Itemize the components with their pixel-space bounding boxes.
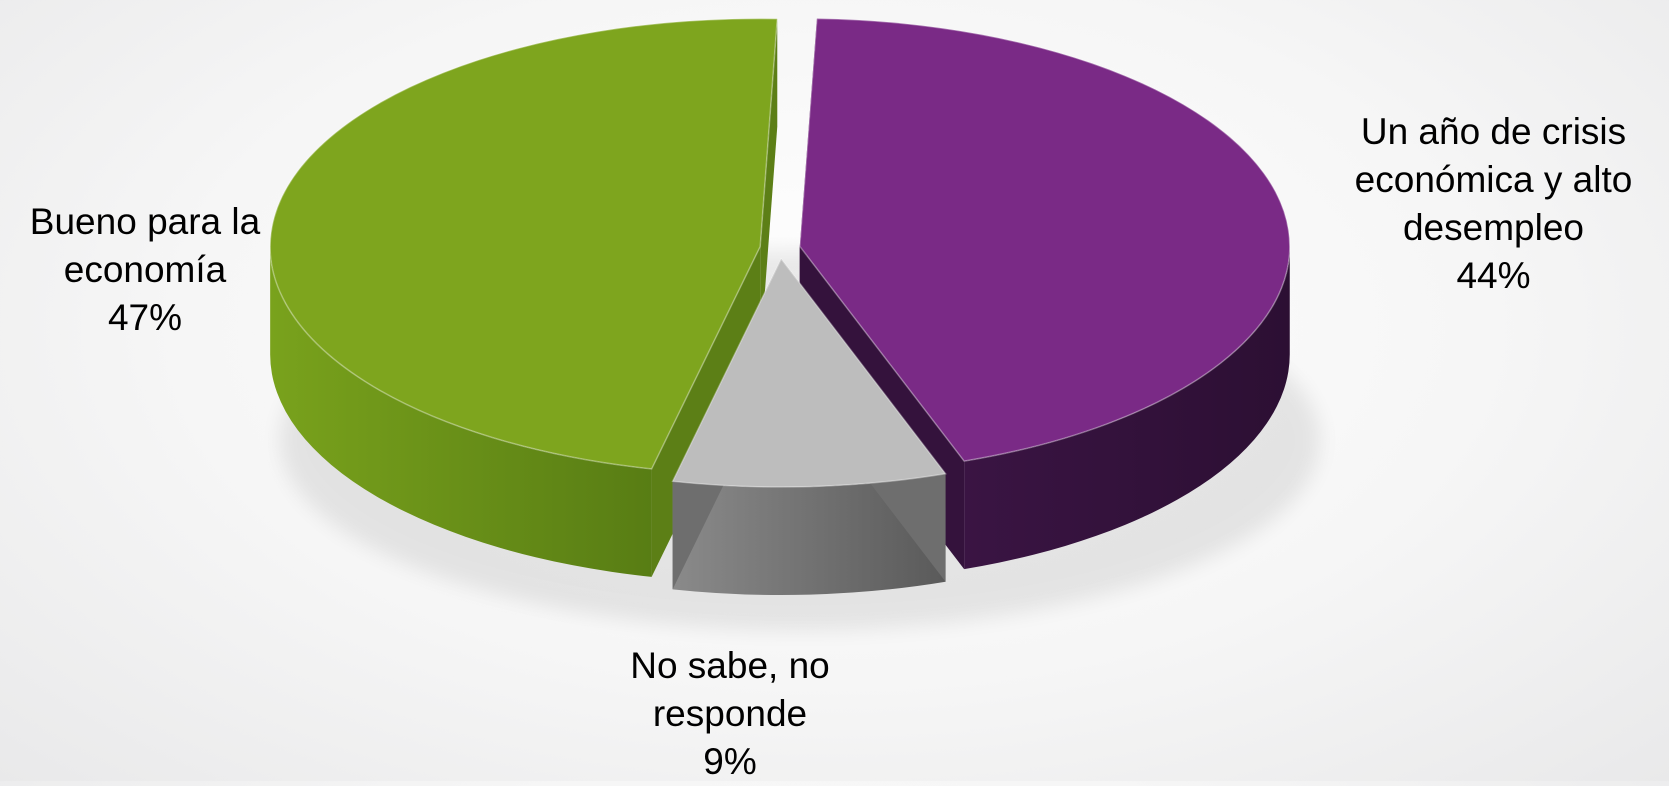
slice-label-line: Bueno para la: [29, 201, 261, 242]
pie-slice-edge-bueno: [760, 18, 778, 355]
pie-slice-top-bueno: [269, 17, 779, 470]
slice-label-no-sabe: No sabe, no responde 9%: [555, 642, 905, 786]
slice-label-line: desempleo: [1402, 207, 1584, 248]
slice-label-line: No sabe, no: [630, 645, 830, 686]
pie-slice-side-bueno: [270, 246, 652, 577]
slice-label-bueno: Bueno para la economía 47%: [0, 198, 290, 342]
slice-label-line: economía: [63, 249, 227, 290]
pie-slice-top-crisis: [798, 17, 1291, 462]
slice-value-label: 44%: [1456, 255, 1531, 296]
slice-label-line: económica y alto: [1354, 159, 1633, 200]
slice-label-crisis: Un año de crisis económica y alto desemp…: [1318, 108, 1669, 300]
slice-label-line: Un año de crisis: [1360, 111, 1627, 152]
slice-value-label: 47%: [107, 297, 183, 338]
pie-slice-side-no-sabe: [672, 473, 946, 595]
pie-slice-top-no-sabe: [671, 257, 947, 488]
pie-slice-no-sabe: [671, 257, 947, 595]
slice-label-line: responde: [652, 693, 808, 734]
pie-slice-side-crisis: [964, 246, 1290, 570]
slice-value-label: 9%: [703, 741, 757, 782]
